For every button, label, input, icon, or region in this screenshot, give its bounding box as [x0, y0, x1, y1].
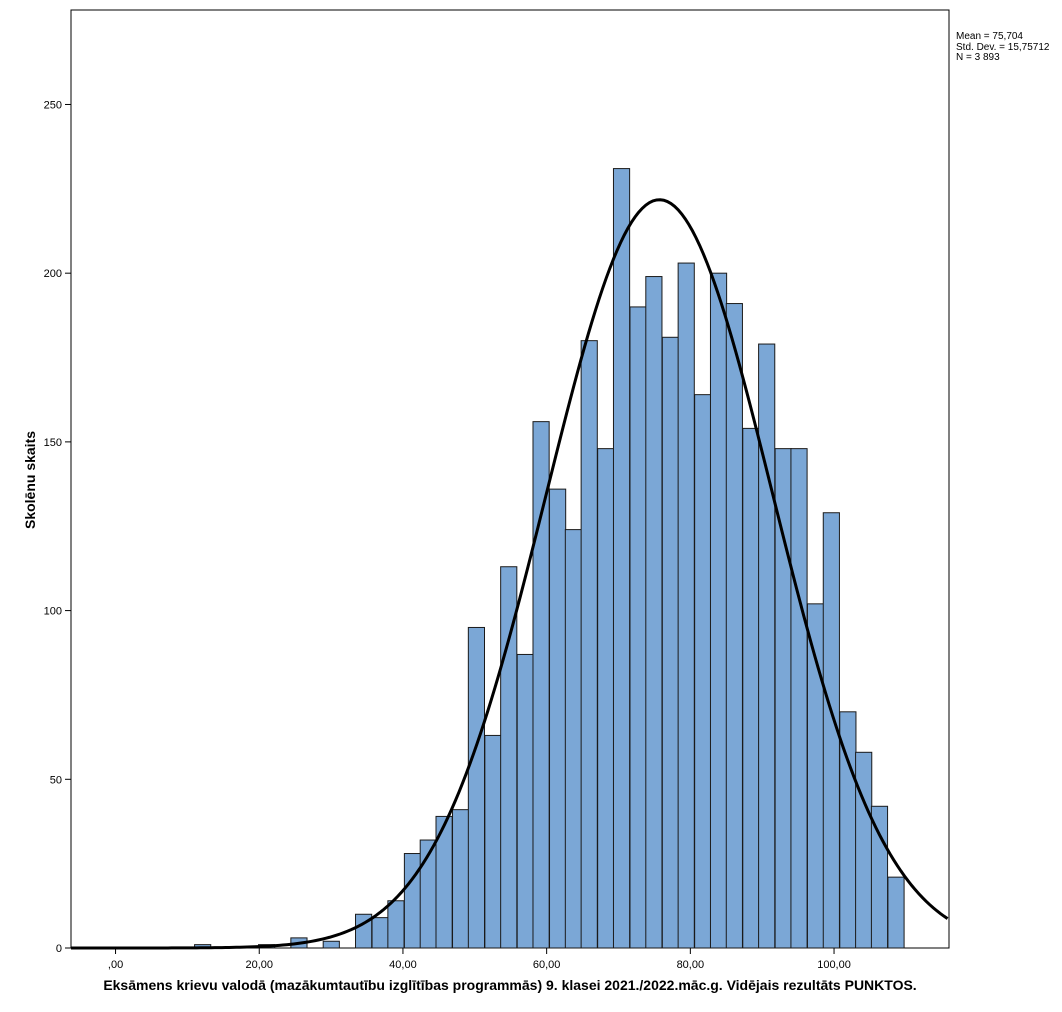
y-tick-label-3: 150 [44, 437, 62, 449]
histogram-bar-24 [677, 262, 695, 949]
histogram-bar-26 [709, 272, 728, 949]
histogram-bar-21 [629, 306, 647, 949]
stat-n: N = 3 893 [956, 52, 1000, 63]
x-tick-label-0: ,00 [108, 959, 123, 971]
histogram-bar-6 [387, 900, 405, 949]
histogram-bar-18 [580, 340, 598, 949]
x-tick-label-3: 60,00 [533, 959, 561, 971]
histogram-bar-23 [661, 336, 679, 949]
histogram-bar-19 [597, 448, 615, 949]
histogram-bar-7 [403, 853, 422, 949]
histogram-bar-36 [870, 805, 889, 949]
histogram-bar-25 [694, 394, 712, 949]
histogram-bar-37 [887, 876, 905, 949]
histogram-bar-17 [564, 529, 582, 949]
y-axis-label: Skolēnu skaits [22, 431, 38, 529]
histogram-bar-29 [758, 343, 776, 949]
statistics-box: Mean = 75,704 Std. Dev. = 15,75712 N = 3… [956, 31, 1050, 64]
x-tick-label-5: 100,00 [817, 959, 851, 971]
histogram-bar-22 [645, 276, 663, 949]
histogram-bar-20 [612, 168, 631, 949]
normal-curve [71, 198, 949, 950]
histogram-bar-35 [855, 751, 873, 949]
x-tick-label-2: 40,00 [389, 959, 417, 971]
y-tick-label-4: 200 [44, 268, 62, 280]
bars-group [194, 168, 905, 949]
histogram-bar-14 [516, 653, 534, 949]
histogram-bar-12 [484, 734, 502, 949]
stat-std-dev: Std. Dev. = 15,75712 [956, 41, 1050, 53]
x-tick-label-1: 20,00 [245, 959, 273, 971]
histogram-bar-31 [790, 448, 808, 949]
histogram-bar-11 [467, 626, 485, 949]
histogram-bar-15 [532, 421, 550, 949]
y-tick-label-0: 0 [56, 943, 62, 955]
x-tick-label-4: 80,00 [677, 959, 705, 971]
y-tick-label-2: 100 [44, 606, 62, 618]
histogram-bar-16 [549, 488, 567, 949]
y-tick-label-1: 50 [50, 774, 62, 786]
x-axis: ,00 20,00 40,00 60,00 80,00 100,00 [108, 948, 851, 971]
histogram-bar-28 [742, 427, 760, 949]
y-axis: 0 50 100 150 200 250 [44, 99, 71, 955]
histogram-bar-3 [322, 940, 340, 949]
histogram-bar-5 [371, 917, 389, 949]
y-tick-label-5: 250 [44, 99, 62, 111]
x-axis-label: Eksāmens krievu valodā (mazākumtautību i… [103, 977, 916, 993]
histogram-bar-10 [452, 809, 470, 949]
histogram-bar-30 [774, 448, 792, 949]
histogram-bar-27 [725, 303, 743, 949]
stat-mean: Mean = 75,704 [956, 31, 1023, 42]
